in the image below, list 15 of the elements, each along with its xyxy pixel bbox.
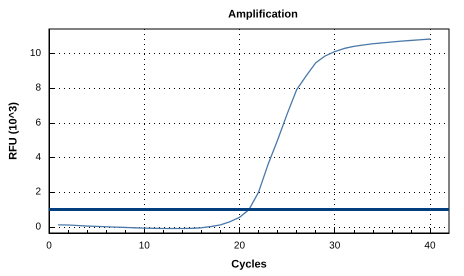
x-tick-label: 40 bbox=[424, 240, 436, 252]
x-axis-title: Cycles bbox=[231, 258, 267, 270]
y-tick-label: 4 bbox=[35, 152, 42, 163]
y-axis-title: RFU (10^3) bbox=[8, 102, 20, 160]
line-series bbox=[58, 38, 431, 230]
x-tick-label: 10 bbox=[138, 240, 150, 252]
y-tick-label: 0 bbox=[35, 221, 42, 232]
y-tick-label: 2 bbox=[35, 186, 42, 198]
x-tick-label: 20 bbox=[234, 240, 246, 252]
y-tick-label: 8 bbox=[35, 82, 42, 94]
x-tick-label: 0 bbox=[46, 240, 52, 252]
y-tick-label: 10 bbox=[30, 48, 42, 59]
x-tick-label: 30 bbox=[329, 240, 341, 252]
chart-title: Amplification bbox=[228, 8, 298, 20]
y-tick-label: 6 bbox=[35, 117, 42, 128]
